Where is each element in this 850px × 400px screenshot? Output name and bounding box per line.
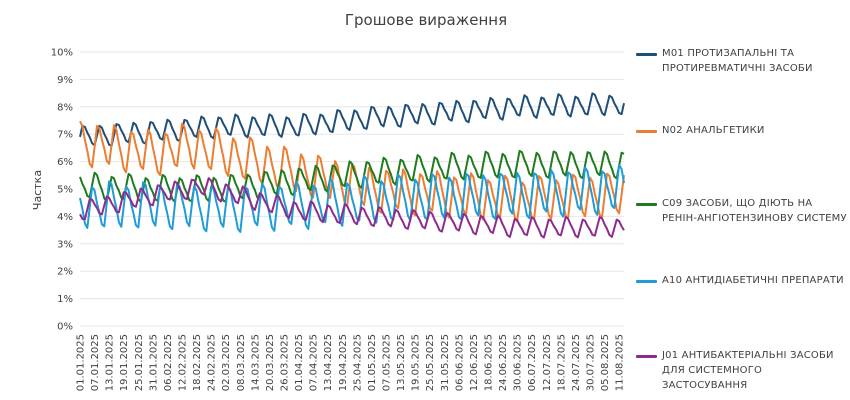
y-axis-label: Частка [31,170,44,210]
series-line-j01 [79,177,625,239]
y-axis-ticks: 0% 1% 2% 3% 4% 5% 6% 7% 8% 9% 10% [51,48,73,333]
x-tick-label: 19.05.2025 [411,334,422,391]
x-tick-label: 05.08.2025 [600,334,611,391]
y-tick-label: 3% [57,239,73,250]
legend: M01 ПРОТИЗАПАЛЬНІ ТА ПРОТИРЕВМАТИЧНІ ЗАС… [636,0,850,400]
x-tick-label: 14.03.2025 [250,334,261,391]
y-tick-label: 1% [57,294,73,305]
x-tick-label: 06.06.2025 [454,334,465,391]
series-lines [79,92,625,239]
x-tick-label: 19.01.2025 [119,334,130,391]
y-tick-label: 6% [57,157,73,168]
x-tick-label: 25.04.2025 [352,334,363,391]
legend-label-j01: J01 АНТИБАКТЕРІАЛЬНІ ЗАСОБИ ДЛЯ СИСТЕМНО… [662,350,834,391]
x-tick-label: 07.01.2025 [90,334,101,391]
series-line-n02 [79,120,625,223]
y-tick-label: 2% [57,267,73,278]
x-tick-label: 18.02.2025 [192,334,203,391]
legend-swatch-c09 [636,203,657,206]
x-tick-label: 12.02.2025 [178,334,189,391]
x-tick-label: 24.06.2025 [498,334,509,391]
x-tick-label: 18.06.2025 [484,334,495,391]
x-tick-label: 06.02.2025 [163,334,174,391]
x-tick-label: 31.05.2025 [440,334,451,391]
legend-label-m01: M01 ПРОТИЗАПАЛЬНІ ТА ПРОТИРЕВМАТИЧНІ ЗАС… [662,48,813,74]
x-tick-label: 01.04.2025 [294,334,305,391]
x-tick-label: 25.05.2025 [425,334,436,391]
x-tick-label: 26.03.2025 [280,334,291,391]
legend-swatch-j01 [636,355,657,358]
y-tick-label: 5% [57,185,73,196]
x-tick-label: 25.01.2025 [134,334,145,391]
y-tick-label: 0% [57,322,73,333]
y-tick-label: 8% [57,102,73,113]
x-tick-label: 08.03.2025 [236,334,247,391]
x-tick-label: 02.03.2025 [221,334,232,391]
x-tick-label: 31.01.2025 [148,334,159,391]
x-tick-label: 18.07.2025 [556,334,567,391]
x-tick-label: 12.07.2025 [542,334,553,391]
y-tick-label: 9% [57,75,73,86]
chart-title: Грошове вираження [345,11,507,29]
x-tick-label: 24.02.2025 [207,334,218,391]
legend-swatch-a10 [636,280,657,283]
x-tick-label: 13.05.2025 [396,334,407,391]
x-tick-label: 12.06.2025 [469,334,480,391]
x-tick-label: 07.05.2025 [382,334,393,391]
y-tick-label: 7% [57,130,73,141]
x-tick-label: 20.03.2025 [265,334,276,391]
x-tick-label: 07.04.2025 [309,334,320,391]
legend-label-n02: N02 АНАЛЬГЕТИКИ [662,125,765,136]
legend-swatch-m01 [636,53,657,56]
legend-label-c09: C09 ЗАСОБИ, ЩО ДІЮТЬ НА РЕНІН-АНГІОТЕНЗИ… [662,198,847,224]
x-axis-ticks: 01.01.2025 07.01.2025 13.01.2025 19.01.2025… [76,334,626,391]
x-tick-label: 30.06.2025 [513,334,524,391]
x-tick-label: 01.01.2025 [76,334,87,391]
legend-swatch-n02 [636,130,657,133]
x-tick-label: 13.04.2025 [323,334,334,391]
x-tick-label: 24.07.2025 [571,334,582,391]
series-line-a10 [79,164,625,233]
x-tick-label: 30.07.2025 [586,334,597,391]
x-tick-label: 11.08.2025 [615,334,626,391]
x-tick-label: 13.01.2025 [105,334,116,391]
y-tick-label: 10% [51,48,73,59]
line-chart: Грошове вираження Частка 0% 1% 2% 3% 4% 5% 6% 7… [31,11,626,391]
legend-label-a10: A10 АНТИДІАБЕТИЧНІ ПРЕПАРАТИ [662,275,844,286]
y-tick-label: 4% [57,212,73,223]
x-tick-label: 06.07.2025 [527,334,538,391]
x-tick-label: 19.04.2025 [338,334,349,391]
x-tick-label: 01.05.2025 [367,334,378,391]
series-line-m01 [79,92,625,147]
